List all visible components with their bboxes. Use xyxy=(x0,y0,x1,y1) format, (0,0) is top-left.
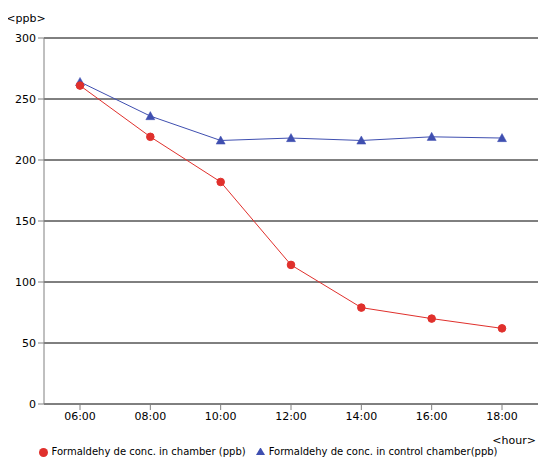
html-text:Formaldehy de conc. in chamber: Formaldehy de conc. in chamber (ppb) xyxy=(51,446,246,457)
svg-text:<hour>: <hour> xyxy=(492,434,536,447)
svg-text:<ppb>: <ppb> xyxy=(8,12,46,25)
svg-text:06:00: 06:00 xyxy=(64,410,96,423)
svg-text:150: 150 xyxy=(15,215,36,228)
html-text:Formaldehy de conc. in control: Formaldehy de conc. in control chamber(p… xyxy=(268,446,498,457)
svg-text:100: 100 xyxy=(15,276,36,289)
svg-text:50: 50 xyxy=(22,337,36,350)
svg-text:16:00: 16:00 xyxy=(416,410,448,423)
svg-text:200: 200 xyxy=(15,154,36,167)
svg-text:0: 0 xyxy=(29,398,36,411)
svg-text:14:00: 14:00 xyxy=(345,410,377,423)
svg-text:18:00: 18:00 xyxy=(486,410,518,423)
svg-text:10:00: 10:00 xyxy=(205,410,237,423)
svg-text:12:00: 12:00 xyxy=(275,410,307,423)
svg-text:250: 250 xyxy=(15,93,36,106)
svg-text:300: 300 xyxy=(15,32,36,45)
svg-text:08:00: 08:00 xyxy=(134,410,166,423)
